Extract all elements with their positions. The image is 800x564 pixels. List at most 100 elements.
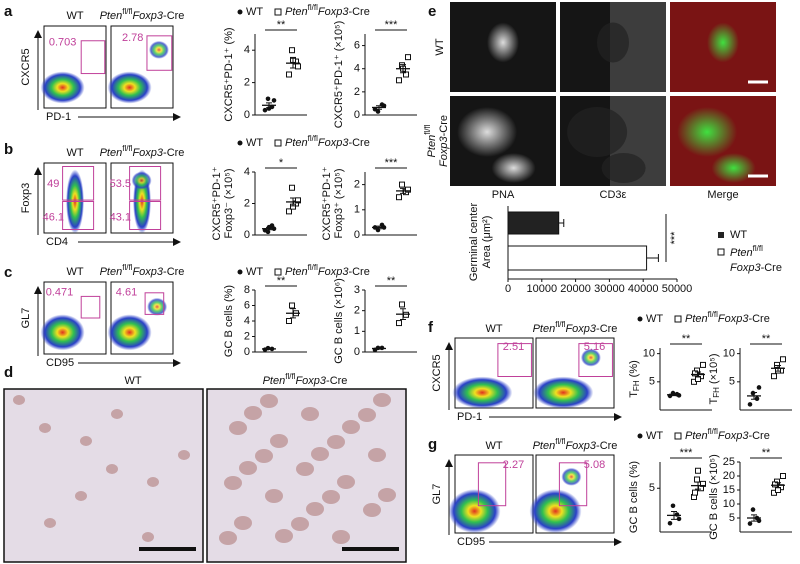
genotype: Ptenfl/flFoxp3-Cre	[285, 263, 370, 278]
legend-wt-marker	[718, 232, 724, 238]
genotype: Ptenfl/flFoxp3-Cre	[285, 3, 370, 18]
germinal-center	[601, 153, 646, 183]
y-tick-label: 5	[649, 376, 655, 388]
gene-sup: fl/fl	[308, 134, 318, 143]
data-dot	[667, 520, 673, 526]
driver: Foxp3	[318, 137, 349, 149]
gene: Pten	[100, 10, 123, 22]
flow-y-label: GL7	[431, 484, 443, 505]
follicle	[229, 421, 247, 435]
y-tick-label: 5	[729, 376, 735, 388]
genotype: Ptenfl/flFoxp3-Cre	[685, 427, 770, 442]
gene: Pten	[285, 266, 308, 278]
driver: Foxp3	[565, 440, 596, 452]
gate	[497, 343, 532, 378]
bar	[507, 211, 560, 235]
data-square	[692, 489, 698, 496]
significance: ***	[669, 231, 681, 245]
follicle	[13, 395, 25, 405]
y-tick-label: 2	[354, 86, 360, 98]
flow-x-label: CD4	[46, 236, 68, 248]
legend-ko: Foxp3-Cre	[730, 262, 782, 274]
driver: Foxp3	[132, 147, 163, 159]
legend-wt-marker	[637, 316, 643, 322]
y-tick-label: 15	[723, 484, 735, 496]
follicle	[260, 394, 278, 408]
follicle	[322, 490, 340, 504]
flow-density	[147, 297, 168, 316]
flow-density	[529, 489, 582, 534]
flow-density	[580, 348, 601, 367]
follicle	[378, 488, 396, 502]
group-label: WT	[66, 147, 83, 159]
y-tick-label: 5	[649, 482, 655, 494]
gene: Pten	[685, 430, 708, 442]
gene: Pten	[730, 247, 753, 259]
data-dot	[375, 109, 381, 114]
y-tick-label: 5	[729, 512, 735, 524]
driver: Foxp3	[132, 10, 163, 22]
column-label: PNA	[492, 189, 515, 201]
driver: Foxp3	[718, 430, 749, 442]
follicle	[368, 448, 386, 462]
legend-wt: WT	[730, 229, 747, 241]
sem-bar	[266, 227, 272, 231]
data-dot	[262, 107, 268, 113]
flow-density	[448, 489, 501, 534]
y-axis-label: Area (μm²)	[481, 216, 493, 269]
y-tick-label: 0	[244, 229, 250, 241]
follicle	[275, 529, 293, 543]
data-dot	[265, 96, 271, 102]
panel-letter: a	[4, 3, 13, 20]
y-tick-label: 20	[723, 470, 735, 482]
legend-wt: WT	[246, 137, 263, 149]
flow-x-label: CD95	[457, 536, 485, 548]
data-square	[780, 356, 786, 363]
data-square	[286, 71, 292, 78]
follicle	[291, 517, 309, 531]
follicle	[44, 518, 56, 528]
y-axis-label: GC B cells (%)	[628, 461, 640, 533]
gene-sup: fl/fl	[122, 7, 132, 16]
follicle	[306, 502, 324, 516]
gene-sup: fl/fl	[708, 310, 718, 319]
panel-letter: f	[428, 319, 434, 336]
y-tick-label: 4	[244, 315, 250, 327]
histology-image	[3, 388, 204, 563]
suffix: -Cre	[748, 430, 769, 442]
data-square	[700, 361, 706, 368]
gate	[80, 40, 106, 75]
data-dot	[754, 396, 760, 402]
germinal-center	[567, 107, 628, 157]
sem-bar	[266, 102, 272, 109]
suffix: -Cre	[438, 115, 450, 136]
follicle	[142, 532, 154, 542]
gene: Pten	[426, 135, 438, 158]
legend-ko-marker	[274, 8, 282, 16]
flow-x-label: CD95	[46, 357, 74, 369]
legend-wt-marker	[237, 140, 243, 146]
data-square	[774, 361, 780, 368]
flow-y-label: CXCR5	[431, 354, 443, 391]
gate-percentage: 43.1	[110, 212, 131, 224]
y-axis-label: CXCR5⁺PD-1⁺ (×10⁵)	[333, 21, 345, 129]
significance: **	[762, 333, 771, 345]
flow-density	[40, 71, 85, 104]
data-square	[286, 208, 292, 215]
follicle	[234, 516, 252, 530]
genotype: Ptenfl/flFoxp3-Cre	[533, 320, 618, 335]
significance: **	[387, 275, 396, 287]
suffix: -Cre	[163, 147, 184, 159]
gate	[62, 166, 95, 201]
germinal-center	[491, 153, 536, 183]
data-dot	[676, 516, 682, 522]
y-tick-label: 10	[723, 348, 735, 360]
label-sub: FH	[712, 387, 721, 398]
driver: Foxp3	[318, 266, 349, 278]
sem-bar	[400, 308, 406, 321]
follicle	[265, 489, 283, 503]
group-label: WT	[485, 440, 502, 452]
label-rest: (%)	[628, 360, 640, 380]
legend-wt: WT	[646, 430, 663, 442]
y-tick-label: 2	[244, 197, 250, 209]
